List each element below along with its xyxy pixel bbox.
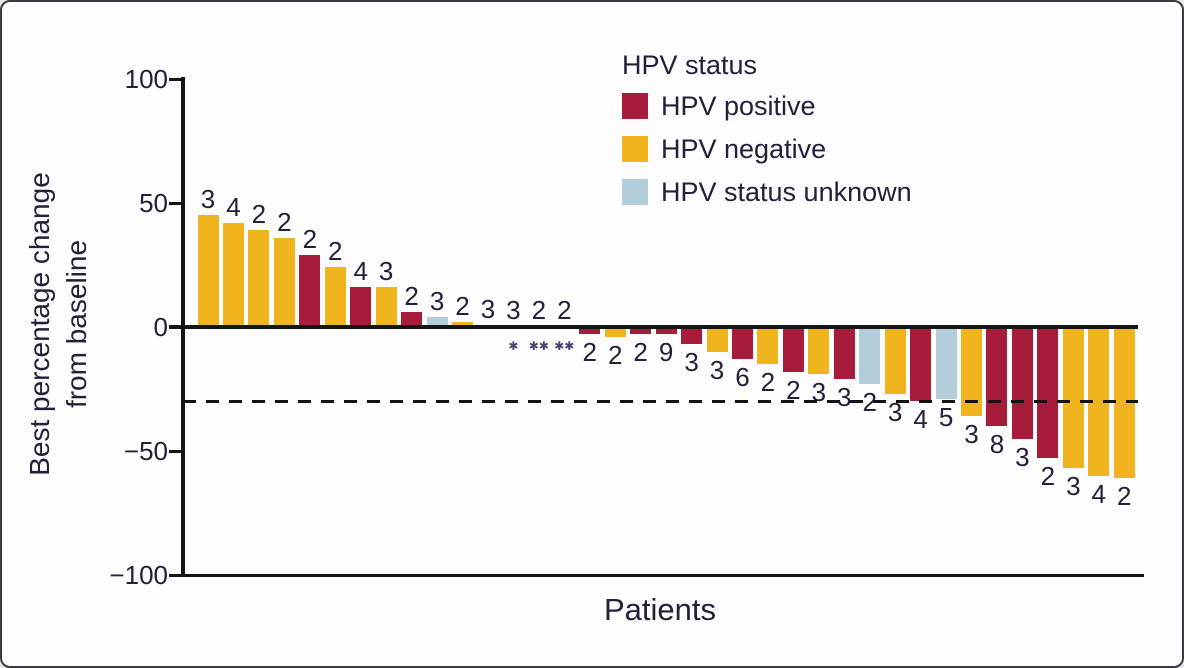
bar-count-label: 3 bbox=[811, 377, 827, 408]
bar-patient-19 bbox=[655, 327, 677, 335]
hpv-negative-swatch-icon bbox=[622, 136, 648, 162]
bar-count-label: 2 bbox=[455, 291, 470, 322]
zero-baseline bbox=[169, 325, 1138, 329]
bar-count-label: 3 bbox=[887, 396, 903, 427]
bar-patient-4 bbox=[273, 237, 295, 327]
response-threshold-dashed-line bbox=[183, 399, 1138, 403]
legend-item-label: HPV positive bbox=[661, 90, 816, 121]
bar-patient-23 bbox=[757, 327, 779, 365]
bar-count-label: 3 bbox=[709, 354, 725, 385]
bar-count-label: 2 bbox=[760, 367, 776, 398]
bar-patient-26 bbox=[833, 327, 855, 380]
bar-patient-10 bbox=[426, 317, 448, 327]
bar-count-label: 2 bbox=[786, 374, 801, 405]
y-tick-label: 50 bbox=[139, 188, 168, 218]
bar-patient-28 bbox=[884, 327, 906, 394]
asterisk-marker: ✱✱ bbox=[554, 339, 575, 353]
bar-count-label: 2 bbox=[557, 295, 572, 325]
bar-count-label: 4 bbox=[913, 404, 928, 435]
bar-count-label: 2 bbox=[531, 295, 547, 325]
y-tick-label: −100 bbox=[109, 560, 168, 590]
bar-count-label: 5 bbox=[938, 401, 954, 432]
bar-count-label: 8 bbox=[989, 429, 1005, 460]
bar-patient-2 bbox=[222, 222, 244, 327]
bar-patient-21 bbox=[706, 327, 728, 352]
y-tick bbox=[169, 449, 183, 453]
bar-patient-18 bbox=[630, 327, 652, 335]
legend-title: HPV status bbox=[622, 50, 758, 80]
bar-count-label: 3 bbox=[964, 419, 979, 450]
bar-count-label: 3 bbox=[506, 295, 521, 325]
bar-count-label: 3 bbox=[684, 347, 699, 378]
bar-patient-24 bbox=[782, 327, 804, 372]
y-tick bbox=[169, 573, 183, 577]
bar-count-label: 2 bbox=[633, 337, 648, 368]
y-axis-title-line1: Best percentage change bbox=[24, 172, 55, 476]
bar-patient-33 bbox=[1011, 327, 1033, 439]
bar-patient-5 bbox=[299, 255, 321, 327]
bar-patient-9 bbox=[401, 312, 423, 327]
bar-count-label: 2 bbox=[328, 236, 343, 267]
bar-patient-1 bbox=[197, 215, 219, 327]
legend-item-hpv-unknown: HPV status unknown bbox=[622, 176, 912, 207]
bar-count-label: 4 bbox=[353, 256, 368, 287]
legend-item-hpv-negative: HPV negative bbox=[622, 133, 912, 164]
asterisk-marker: ✱✱ bbox=[528, 339, 549, 353]
bar-patient-34 bbox=[1037, 327, 1059, 459]
y-tick bbox=[169, 77, 183, 81]
bar-patient-6 bbox=[324, 267, 346, 327]
bar-patient-35 bbox=[1062, 327, 1084, 469]
bar-patient-20 bbox=[681, 327, 703, 345]
y-tick bbox=[169, 201, 183, 205]
bar-patient-16 bbox=[579, 327, 601, 335]
bar-count-label: 4 bbox=[1091, 478, 1106, 509]
hpv-positive-swatch-icon bbox=[622, 93, 648, 119]
bar-count-label: 3 bbox=[200, 184, 216, 215]
bar-patient-27 bbox=[859, 327, 881, 385]
bar-count-label: 2 bbox=[582, 337, 597, 368]
bar-patient-11 bbox=[452, 322, 473, 327]
y-tick-label: 0 bbox=[153, 312, 168, 342]
bar-count-label: 6 bbox=[735, 362, 750, 393]
bar-count-label: 3 bbox=[1066, 471, 1081, 502]
legend: HPV status HPV positive HPV negative HPV… bbox=[622, 50, 912, 222]
bar-count-label: 3 bbox=[837, 382, 852, 413]
bar-patient-7 bbox=[350, 287, 372, 327]
legend-item-label: HPV negative bbox=[661, 133, 827, 164]
asterisk-marker: ✱ bbox=[508, 339, 519, 353]
bar-patient-32 bbox=[986, 327, 1008, 427]
bar-patient-30 bbox=[935, 327, 957, 399]
bar-patient-31 bbox=[961, 327, 982, 417]
bar-patient-17 bbox=[604, 327, 626, 337]
bar-count-label: 2 bbox=[251, 199, 267, 230]
bar-count-label: 2 bbox=[607, 339, 623, 370]
bar-patient-22 bbox=[731, 327, 753, 360]
y-tick-label: −50 bbox=[123, 436, 168, 466]
bar-count-label: 2 bbox=[1116, 481, 1132, 512]
bar-count-label: 2 bbox=[1040, 461, 1056, 492]
legend-item-label: HPV status unknown bbox=[661, 176, 912, 207]
bottom-axis-line bbox=[182, 574, 1144, 577]
bar-patient-29 bbox=[910, 327, 932, 402]
bar-count-label: 3 bbox=[378, 256, 394, 287]
bar-count-label: 3 bbox=[429, 286, 445, 317]
bar-count-label: 2 bbox=[404, 281, 419, 312]
bar-count-label: 2 bbox=[277, 206, 292, 237]
bar-count-label: 4 bbox=[226, 191, 241, 222]
bar-patient-3 bbox=[248, 230, 270, 327]
x-axis-title: Patients bbox=[603, 592, 717, 627]
bar-count-label: 3 bbox=[480, 293, 496, 324]
bar-count-label: 2 bbox=[302, 224, 318, 255]
y-tick-label: 100 bbox=[124, 64, 168, 94]
bar-count-label: 9 bbox=[658, 337, 674, 368]
legend-item-hpv-positive: HPV positive bbox=[622, 90, 912, 121]
bar-patient-8 bbox=[375, 287, 397, 327]
hpv-unknown-swatch-icon bbox=[622, 179, 648, 205]
bar-patient-25 bbox=[808, 327, 830, 375]
bar-count-label: 3 bbox=[1015, 441, 1030, 472]
